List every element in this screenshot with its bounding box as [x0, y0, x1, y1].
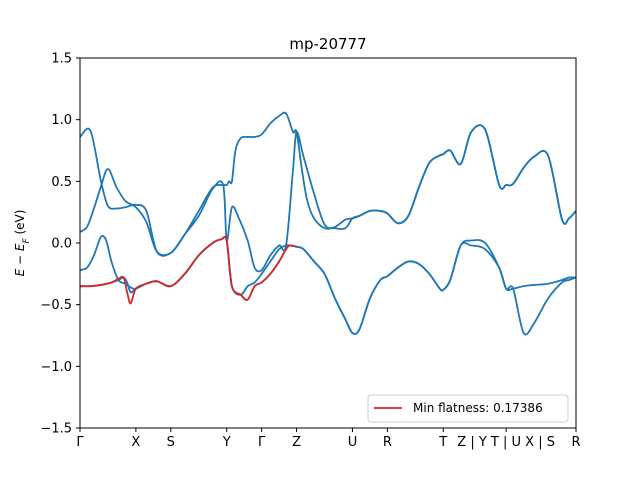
y-tick-label: −1.5 — [40, 422, 72, 437]
x-tick-label: Γ — [258, 435, 266, 450]
x-axis: Γ X S Y Γ Z U R T Z | Y T | U X | S R — [76, 428, 581, 450]
plot-area — [80, 111, 576, 336]
x-tick-label: Y — [222, 435, 231, 450]
y-tick-label: 1.0 — [51, 113, 72, 128]
x-tick-label: R — [383, 435, 392, 450]
legend-box — [367, 394, 569, 423]
y-tick-label: 0.5 — [51, 175, 72, 190]
x-tick-label: Z — [292, 435, 301, 450]
y-axis: −1.5 −1.0 −0.5 0.0 0.5 1.0 1.5 — [40, 52, 80, 437]
y-tick-label: 0.0 — [51, 237, 72, 252]
x-tick-label: R — [571, 435, 580, 450]
x-tick-label: Γ — [76, 435, 84, 450]
y-axis-label: E − EF (eV) — [13, 210, 32, 277]
y-tick-label: −1.0 — [40, 360, 72, 375]
band-lines — [80, 111, 576, 336]
x-tick-label: U — [348, 435, 358, 450]
legend-label: Min flatness: 0.17386 — [413, 401, 543, 415]
x-tick-label: T — [438, 435, 447, 450]
x-tick-label: Z | Y T | U X | S — [457, 435, 555, 450]
band-line-2 — [80, 124, 576, 273]
y-tick-label: 1.5 — [51, 52, 72, 67]
flat-band-highlight — [80, 235, 297, 305]
legend: Min flatness: 0.17386 — [367, 394, 569, 423]
chart-title: mp-20777 — [289, 35, 366, 53]
x-tick-label: S — [167, 435, 175, 450]
y-tick-label: −0.5 — [40, 298, 72, 313]
x-tick-label: X — [131, 435, 140, 450]
